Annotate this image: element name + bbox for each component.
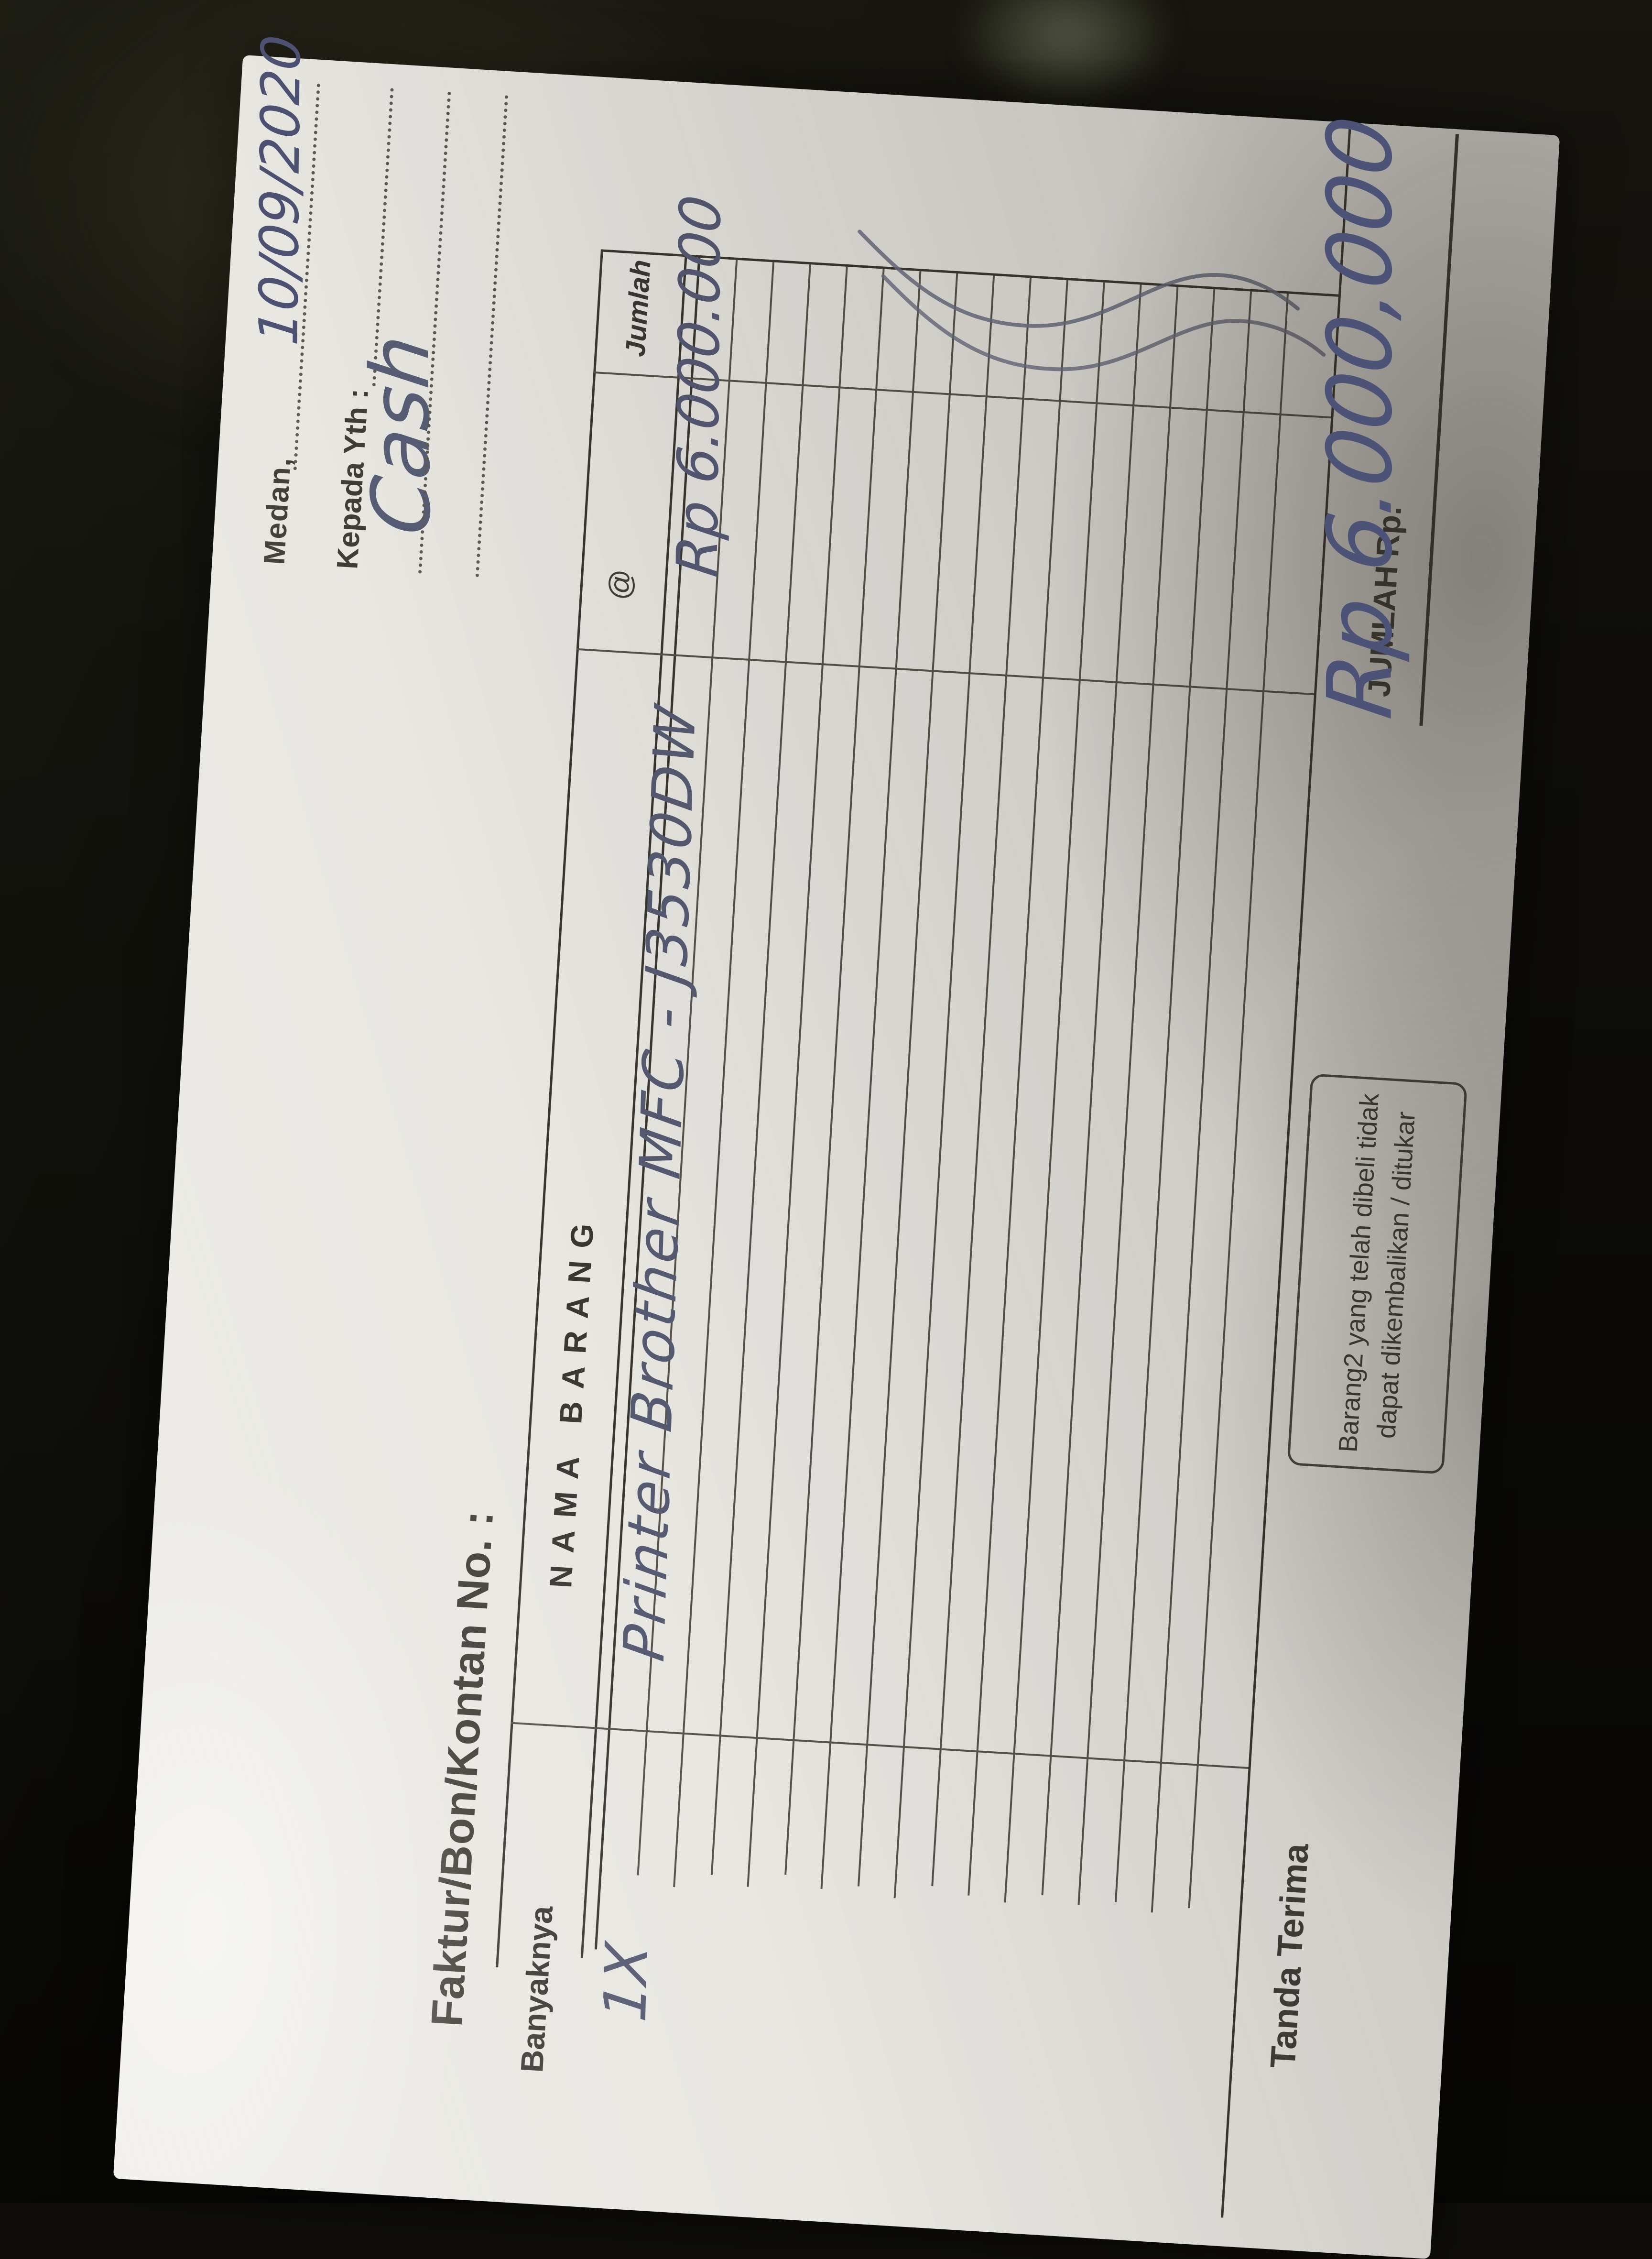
total-handwriting: Rp 6.000,000 <box>1308 110 1412 724</box>
return-policy-note-box: Barang2 yang telah dibeli tidak dapat di… <box>1287 1073 1467 1474</box>
receipt-paper: Medan, 10/09/2020 Kepada Yth : Cash Fakt… <box>113 32 1560 2259</box>
